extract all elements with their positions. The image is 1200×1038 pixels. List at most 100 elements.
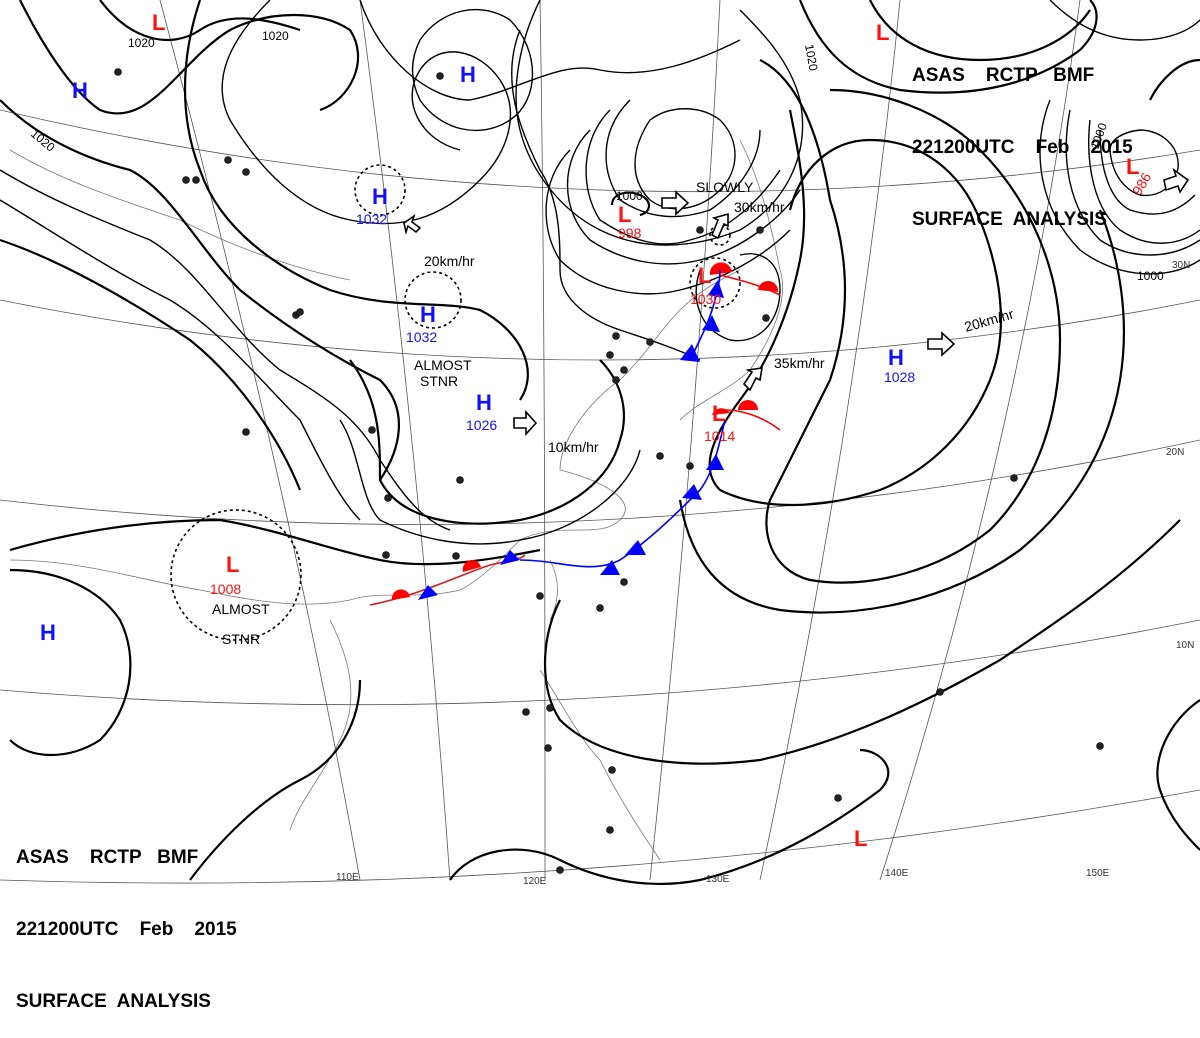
station-symbol — [1096, 742, 1104, 750]
motion-note: SLOWLY — [696, 179, 754, 195]
station-symbol — [546, 704, 554, 712]
lat-label: 20N — [1166, 447, 1184, 458]
header-line-1: ASAS RCTP BMF — [912, 65, 1095, 86]
speed-note: 20km/hr — [424, 253, 475, 269]
station-symbol — [696, 226, 704, 234]
stationary-note: STNR — [420, 373, 458, 389]
arrow-7 — [1163, 167, 1190, 194]
isobar-label: 1020 — [802, 43, 820, 72]
warm-front-pips — [391, 262, 779, 600]
warm-front-line — [719, 274, 781, 296]
low-center-marker: L — [618, 202, 631, 227]
arrow-4 — [710, 212, 729, 240]
station-symbol — [608, 766, 616, 774]
high-center-marker: H — [888, 345, 904, 370]
station-symbol — [456, 476, 464, 484]
graticule — [0, 0, 1200, 884]
fronts — [369, 262, 781, 606]
station-symbol — [452, 552, 460, 560]
speed-note: 30km/hr — [734, 199, 785, 215]
arrow-1 — [403, 213, 422, 235]
speed-note: 10km/hr — [548, 439, 599, 455]
header-line-3: SURFACE ANALYSIS — [912, 209, 1107, 230]
stationary-note: ALMOST — [212, 601, 270, 617]
weather-map: 110E 120E 130E 140E 150E 30N 20N 10N 102… — [0, 0, 1200, 887]
isobar-labels: 1020 1020 1020 1020 1000 1000 1000 — [28, 29, 1164, 283]
pressure-systems: L L L L 998 L 1030 L 1014 L 986 L 1008 H… — [40, 10, 1154, 851]
cold-front-line-north — [689, 269, 721, 361]
station-symbol — [936, 688, 944, 696]
high-center-marker: H — [420, 302, 436, 327]
lat-label: 30N — [1172, 260, 1190, 271]
high-center-marker: H — [40, 620, 56, 645]
isobar-label: 1020 — [128, 36, 155, 50]
station-symbol — [384, 494, 392, 502]
stationary-note: STNR — [222, 631, 260, 647]
header-line-2: 221200UTC Feb 2015 — [912, 137, 1133, 158]
low-pressure-value: 1014 — [704, 428, 735, 444]
high-center-marker: H — [476, 390, 492, 415]
station-symbol — [556, 866, 564, 874]
station-symbol — [436, 72, 444, 80]
arrow-3 — [661, 190, 690, 216]
station-symbol — [606, 351, 614, 359]
station-symbol — [114, 68, 122, 76]
station-symbol — [192, 176, 200, 184]
dashed-circles — [170, 164, 741, 641]
lon-label: 140E — [885, 868, 909, 879]
header-line-1: ASAS RCTP BMF — [16, 847, 199, 868]
station-symbol — [612, 376, 620, 384]
station-symbol — [536, 592, 544, 600]
station-symbol — [686, 462, 694, 470]
header-line-2: 221200UTC Feb 2015 — [16, 919, 237, 940]
station-symbol — [762, 314, 770, 322]
stationary-note: ALMOST — [414, 357, 472, 373]
cold-front-pips — [418, 280, 724, 600]
station-symbol — [656, 452, 664, 460]
station-symbol — [620, 578, 628, 586]
high-pressure-value: 1026 — [466, 417, 497, 433]
isobars — [0, 0, 1200, 885]
station-symbol — [242, 168, 250, 176]
low-center-marker: L — [876, 20, 889, 45]
grid-labels: 110E 120E 130E 140E 150E 30N 20N 10N — [336, 260, 1194, 887]
station-symbol — [182, 176, 190, 184]
map-header: ASAS RCTP BMF 221200UTC Feb 2015 SURFACE… — [912, 16, 1133, 256]
coastlines — [9, 139, 784, 861]
station-plots — [114, 68, 1104, 874]
high-pressure-value: 1032 — [356, 211, 387, 227]
low-center-marker: L — [854, 826, 867, 851]
low-center-marker: L — [152, 10, 165, 35]
map-header: ASAS RCTP BMF 221200UTC Feb 2015 SURFACE… — [16, 798, 237, 1038]
low-center-marker: L — [1126, 154, 1139, 179]
station-symbol — [296, 308, 304, 316]
isobar-label: 1000 — [1137, 269, 1164, 283]
arrow-2 — [513, 409, 538, 437]
station-symbol — [242, 428, 250, 436]
isobar-label: 1020 — [262, 29, 289, 43]
station-symbol — [612, 332, 620, 340]
station-symbol — [596, 604, 604, 612]
speed-note: 35km/hr — [774, 355, 825, 371]
high-center-marker: H — [460, 62, 476, 87]
station-symbol — [620, 366, 628, 374]
station-symbol — [224, 156, 232, 164]
warm-front-line-2 — [724, 409, 781, 431]
arrow-5 — [742, 367, 763, 392]
high-pressure-value: 1032 — [406, 329, 437, 345]
lat-label: 10N — [1176, 640, 1194, 651]
isobar-label: 1000 — [616, 189, 643, 203]
arrow-6 — [927, 331, 956, 357]
station-symbol — [646, 338, 654, 346]
cold-front-line — [519, 419, 726, 568]
low-pressure-value: 998 — [618, 225, 642, 241]
station-symbol — [368, 426, 376, 434]
station-symbol — [834, 794, 842, 802]
low-center-marker: L — [226, 552, 239, 577]
station-symbol — [1010, 474, 1018, 482]
header-line-3: SURFACE ANALYSIS — [16, 991, 211, 1012]
high-pressure-value: 1028 — [884, 369, 915, 385]
station-symbol — [756, 226, 764, 234]
lon-label: 110E — [336, 872, 359, 883]
low-center-marker: L — [712, 401, 725, 426]
